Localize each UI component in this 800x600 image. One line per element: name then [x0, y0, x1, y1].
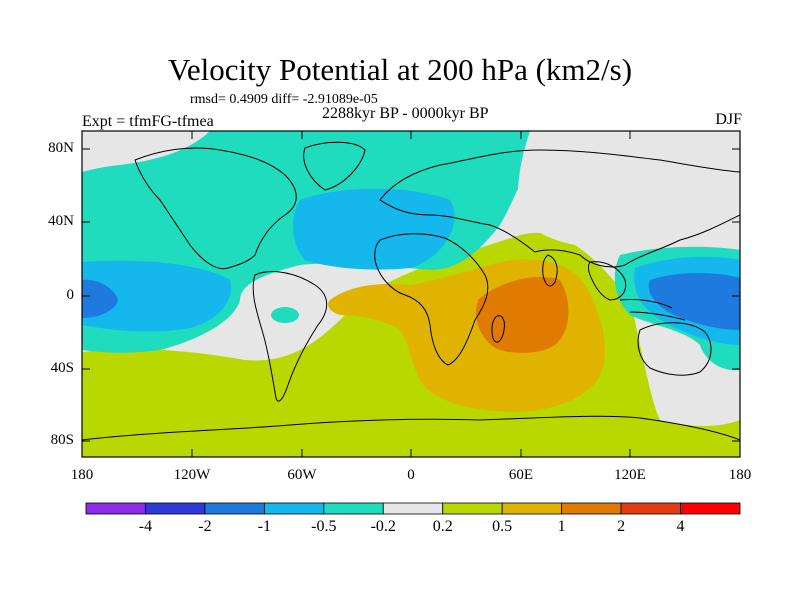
- lon-label-120w: 120W: [173, 467, 211, 483]
- colorbar-label: 4: [676, 518, 685, 535]
- colorbar-swatch: [501, 502, 563, 515]
- lat-label-80n: 80N: [48, 140, 74, 156]
- field-epac-core: [82, 279, 118, 318]
- lon-label-0: 0: [407, 467, 415, 483]
- coast-antarctica: [82, 415, 740, 441]
- colorbar-swatch: [561, 502, 622, 515]
- colorbar-swatch: [85, 502, 146, 515]
- colorbar-swatch: [442, 502, 503, 515]
- coast-africa: [374, 233, 489, 366]
- stats-text: rmsd= 0.4909 diff= -2.91089e-05: [190, 92, 378, 107]
- colorbar-swatch: [382, 502, 444, 515]
- lon-label-180w: 180: [70, 467, 94, 483]
- period-label: 2288kyr BP - 0000kyr BP: [322, 105, 489, 122]
- colorbar-swatch: [680, 502, 741, 515]
- contour-field: [82, 131, 740, 457]
- colorbar-swatch: [263, 502, 325, 515]
- coast-madagascar: [491, 315, 505, 343]
- lat-label-80s: 80S: [50, 432, 74, 448]
- coast-europe-asia: [379, 149, 740, 268]
- coast-indonesia: [619, 299, 686, 321]
- experiment-label: Expt = tfmFG-tfmea: [82, 113, 214, 130]
- field-wpac-core: [648, 273, 740, 330]
- lat-label-40n: 40N: [48, 213, 74, 229]
- colorbar-label: -1: [257, 518, 272, 535]
- colorbar-label: -4: [138, 518, 153, 535]
- colorbar: [85, 502, 741, 515]
- coast-north-america: [134, 147, 297, 270]
- colorbar-label: -0.5: [311, 518, 337, 535]
- field-atlantic-blue: [293, 188, 455, 270]
- lon-label-120e: 120E: [614, 467, 646, 483]
- page-title: Velocity Potential at 200 hPa (km2/s): [167, 52, 633, 87]
- lon-label-60w: 60W: [287, 467, 317, 483]
- season-label: DJF: [715, 111, 742, 128]
- coast-india: [542, 254, 558, 287]
- colorbar-label: -2: [198, 518, 212, 535]
- lat-label-40s: 40S: [50, 360, 74, 376]
- colorbar-swatch: [204, 502, 265, 515]
- field-indian-red: [475, 276, 569, 353]
- coastlines: [82, 141, 740, 441]
- field-sa-cyan: [271, 307, 299, 323]
- lon-label-60e: 60E: [508, 467, 534, 483]
- colorbar-label: -0.2: [370, 518, 396, 535]
- field-epac-blue: [82, 260, 231, 332]
- colorbar-label: 2: [617, 518, 626, 535]
- axis-ticks: [82, 131, 740, 457]
- field-north-neutral-a: [82, 131, 210, 172]
- coast-greenland: [303, 141, 366, 191]
- coast-se-asia: [588, 261, 627, 301]
- lat-label-0: 0: [66, 287, 75, 303]
- colorbar-label: 0.5: [492, 518, 513, 535]
- colorbar-label: 1: [557, 518, 566, 535]
- coast-australia: [637, 322, 712, 376]
- colorbar-label: 0.2: [432, 518, 453, 535]
- colorbar-swatch: [323, 502, 384, 515]
- lon-label-180e: 180: [728, 467, 752, 483]
- coast-south-america: [252, 271, 328, 402]
- colorbar-swatch: [620, 502, 681, 515]
- colorbar-swatch: [145, 502, 206, 515]
